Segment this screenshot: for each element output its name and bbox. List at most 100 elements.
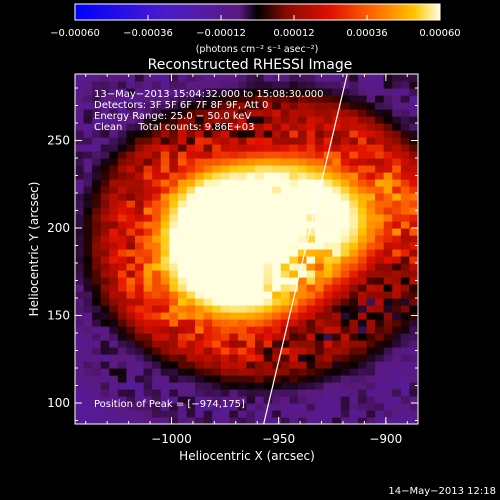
heatmap-cell <box>392 102 402 110</box>
heatmap-cell <box>177 403 188 411</box>
heatmap-cell <box>135 417 145 424</box>
heatmap-cell <box>109 151 119 159</box>
heatmap-cell <box>169 389 179 397</box>
heatmap-cell <box>263 417 273 424</box>
heatmap-cell <box>332 144 342 152</box>
heatmap-cell <box>375 228 385 236</box>
heatmap-cell <box>246 179 256 187</box>
heatmap-cell <box>357 116 368 124</box>
heatmap-cell <box>357 263 368 271</box>
heatmap-cell <box>109 319 119 327</box>
heatmap-cell <box>306 333 316 341</box>
heatmap-cell <box>203 298 213 306</box>
heatmap-cell <box>117 165 128 173</box>
heatmap-cell <box>100 207 110 215</box>
heatmap-cell <box>143 305 153 313</box>
heatmap-cell <box>255 137 265 145</box>
heatmap-cell <box>246 158 256 166</box>
heatmap-cell <box>169 375 179 383</box>
heatmap-cell <box>263 305 273 313</box>
heatmap-cell <box>169 298 179 306</box>
heatmap-cell <box>143 382 153 390</box>
heatmap-cell <box>109 95 119 103</box>
heatmap-cell <box>143 375 153 383</box>
heatmap-cell <box>117 410 128 418</box>
heatmap-cell <box>177 333 188 341</box>
heatmap-cell <box>332 312 342 320</box>
heatmap-cell <box>400 95 411 103</box>
heatmap-cell <box>220 95 230 103</box>
heatmap-cell <box>100 151 110 159</box>
heatmap-cell <box>143 81 153 89</box>
heatmap-cell <box>263 284 273 292</box>
heatmap-cell <box>117 116 128 124</box>
heatmap-cell <box>203 235 213 243</box>
heatmap-cell <box>315 382 325 390</box>
heatmap-cell <box>177 179 188 187</box>
heatmap-cell <box>306 116 316 124</box>
heatmap-cell <box>229 130 239 138</box>
heatmap-cell <box>323 396 333 404</box>
heatmap-cell <box>169 410 179 418</box>
heatmap-cell <box>392 277 402 285</box>
heatmap-cell <box>263 221 273 229</box>
heatmap-cell <box>297 228 308 236</box>
heatmap-cell <box>186 193 196 201</box>
heatmap-cell <box>323 249 333 257</box>
heatmap-cell <box>160 193 170 201</box>
heatmap-cell <box>255 221 265 229</box>
heatmap-cell <box>289 123 299 131</box>
heatmap-cell <box>186 277 196 285</box>
heatmap-cell <box>349 368 359 376</box>
heatmap-cell <box>83 109 93 117</box>
heatmap-cell <box>203 333 213 341</box>
heatmap-cell <box>357 130 368 138</box>
heatmap-cell <box>366 193 376 201</box>
heatmap-cell <box>366 263 376 271</box>
heatmap-cell <box>340 144 350 152</box>
heatmap-cell <box>349 298 359 306</box>
heatmap-cell <box>289 235 299 243</box>
heatmap-cell <box>237 165 248 173</box>
heatmap-cell <box>100 130 110 138</box>
heatmap-cell <box>263 95 273 103</box>
heatmap-cell <box>400 81 411 89</box>
heatmap-cell <box>117 214 128 222</box>
heatmap-cell <box>272 81 282 89</box>
heatmap-cell <box>160 340 170 348</box>
heatmap-cell <box>212 95 222 103</box>
heatmap-cell <box>383 144 393 152</box>
heatmap-cell <box>306 165 316 173</box>
heatmap-cell <box>203 305 213 313</box>
heatmap-cell <box>315 102 325 110</box>
heatmap-cell <box>126 284 136 292</box>
heatmap-cell <box>177 361 188 369</box>
heatmap-cell <box>229 256 239 264</box>
heatmap-cell <box>272 158 282 166</box>
heatmap-cell <box>400 284 411 292</box>
heatmap-cell <box>409 368 418 376</box>
heatmap-cell <box>375 312 385 320</box>
heatmap-cell <box>237 354 248 362</box>
heatmap-cell <box>280 291 290 299</box>
heatmap-cell <box>280 207 290 215</box>
heatmap-cell <box>306 102 316 110</box>
heatmap-cell <box>289 410 299 418</box>
heatmap-cell <box>75 200 85 208</box>
heatmap-cell <box>186 151 196 159</box>
heatmap-cell <box>186 207 196 215</box>
heatmap-cell <box>357 326 368 334</box>
heatmap-cell <box>315 403 325 411</box>
heatmap-cell <box>143 102 153 110</box>
heatmap-cell <box>383 354 393 362</box>
heatmap-cell <box>203 284 213 292</box>
info-line-detectors: Detectors: 3F 5F 6F 7F 8F 9F, Att 0 <box>94 100 268 111</box>
heatmap-cell <box>143 74 153 82</box>
heatmap-cell <box>75 298 85 306</box>
heatmap-cell <box>383 214 393 222</box>
heatmap-cell <box>409 263 418 271</box>
heatmap-cell <box>340 382 350 390</box>
heatmap-cell <box>75 235 85 243</box>
heatmap-cell <box>280 102 290 110</box>
heatmap-cell <box>100 95 110 103</box>
